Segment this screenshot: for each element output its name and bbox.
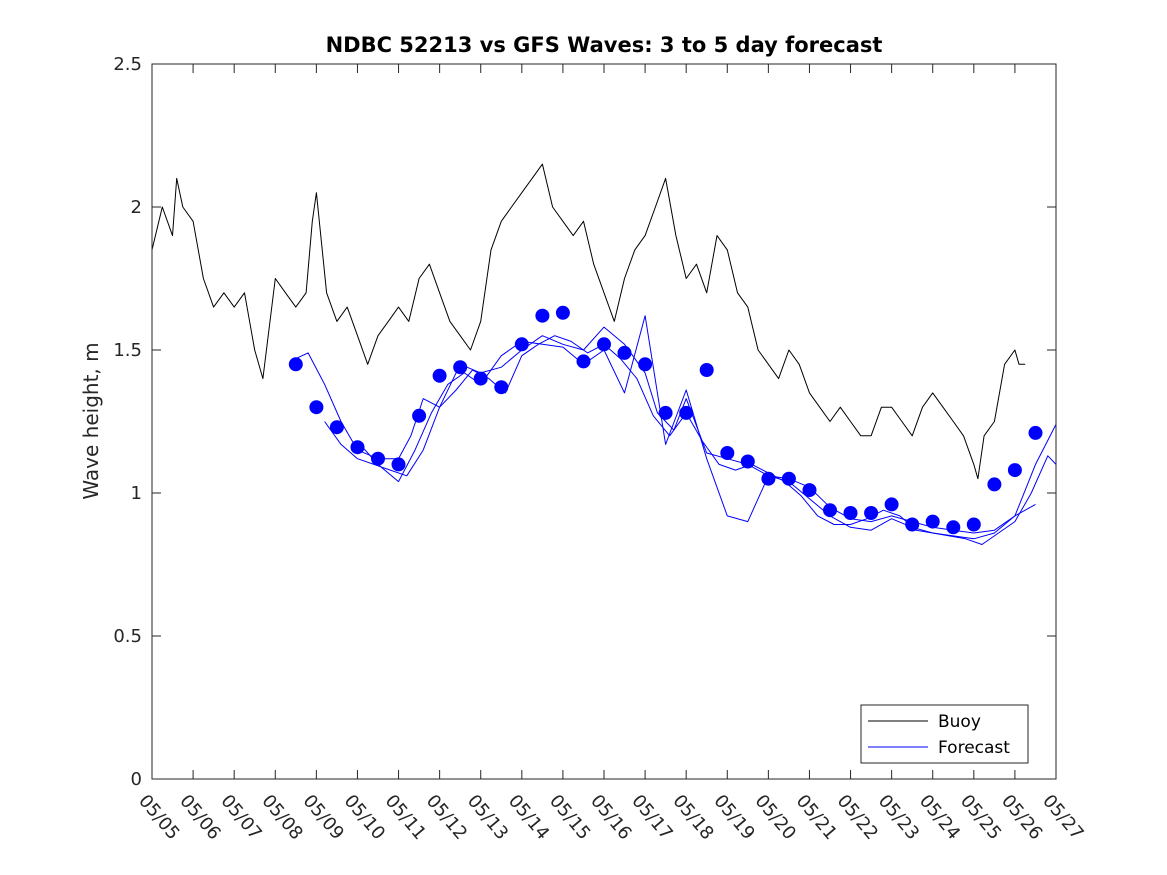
forecast-point (638, 357, 653, 372)
forecast-point (453, 360, 468, 375)
forecast-point (843, 506, 858, 520)
forecast-point (617, 345, 632, 360)
forecast-point (412, 408, 427, 423)
forecast-series-line-2 (295, 326, 1057, 534)
y-axis-title: Wave height, m (79, 342, 103, 499)
forecast-point (699, 363, 714, 377)
plot-area (152, 64, 1056, 779)
forecast-point (966, 517, 981, 532)
chart-title: NDBC 52213 vs GFS Waves: 3 to 5 day fore… (326, 33, 883, 57)
forecast-point (925, 514, 940, 529)
forecast-point (864, 506, 879, 520)
forecast-point (555, 305, 570, 320)
forecast-point (329, 420, 344, 435)
forecast-point (658, 405, 673, 420)
buoy-series-line (151, 163, 1026, 480)
y-tick-label: 0 (131, 769, 142, 790)
forecast-series-line-4 (357, 315, 1036, 540)
forecast-point (987, 477, 1002, 492)
legend-box (860, 704, 1029, 764)
legend-forecast-label: Forecast (938, 738, 1010, 758)
forecast-point (535, 308, 550, 323)
forecast-point (946, 520, 961, 535)
forecast-point (432, 368, 447, 383)
forecast-point (288, 357, 303, 372)
legend: Buoy Forecast (860, 704, 1029, 764)
legend-buoy-label: Buoy (938, 712, 981, 732)
forecast-point (884, 497, 899, 512)
y-tick-label: 2.5 (113, 54, 142, 75)
forecast-point (309, 400, 324, 415)
forecast-point (576, 354, 591, 369)
forecast-point (720, 446, 735, 460)
forecast-point (802, 483, 817, 498)
forecast-point (1007, 463, 1022, 478)
forecast-point (761, 471, 776, 486)
forecast-point (1028, 425, 1043, 440)
y-tick-label: 1 (131, 483, 142, 504)
forecast-point (391, 457, 406, 472)
y-tick-label: 2 (131, 197, 142, 218)
y-tick-label: 1.5 (113, 340, 142, 361)
y-tick-label: 0.5 (113, 626, 142, 647)
data-layer (151, 163, 1057, 545)
